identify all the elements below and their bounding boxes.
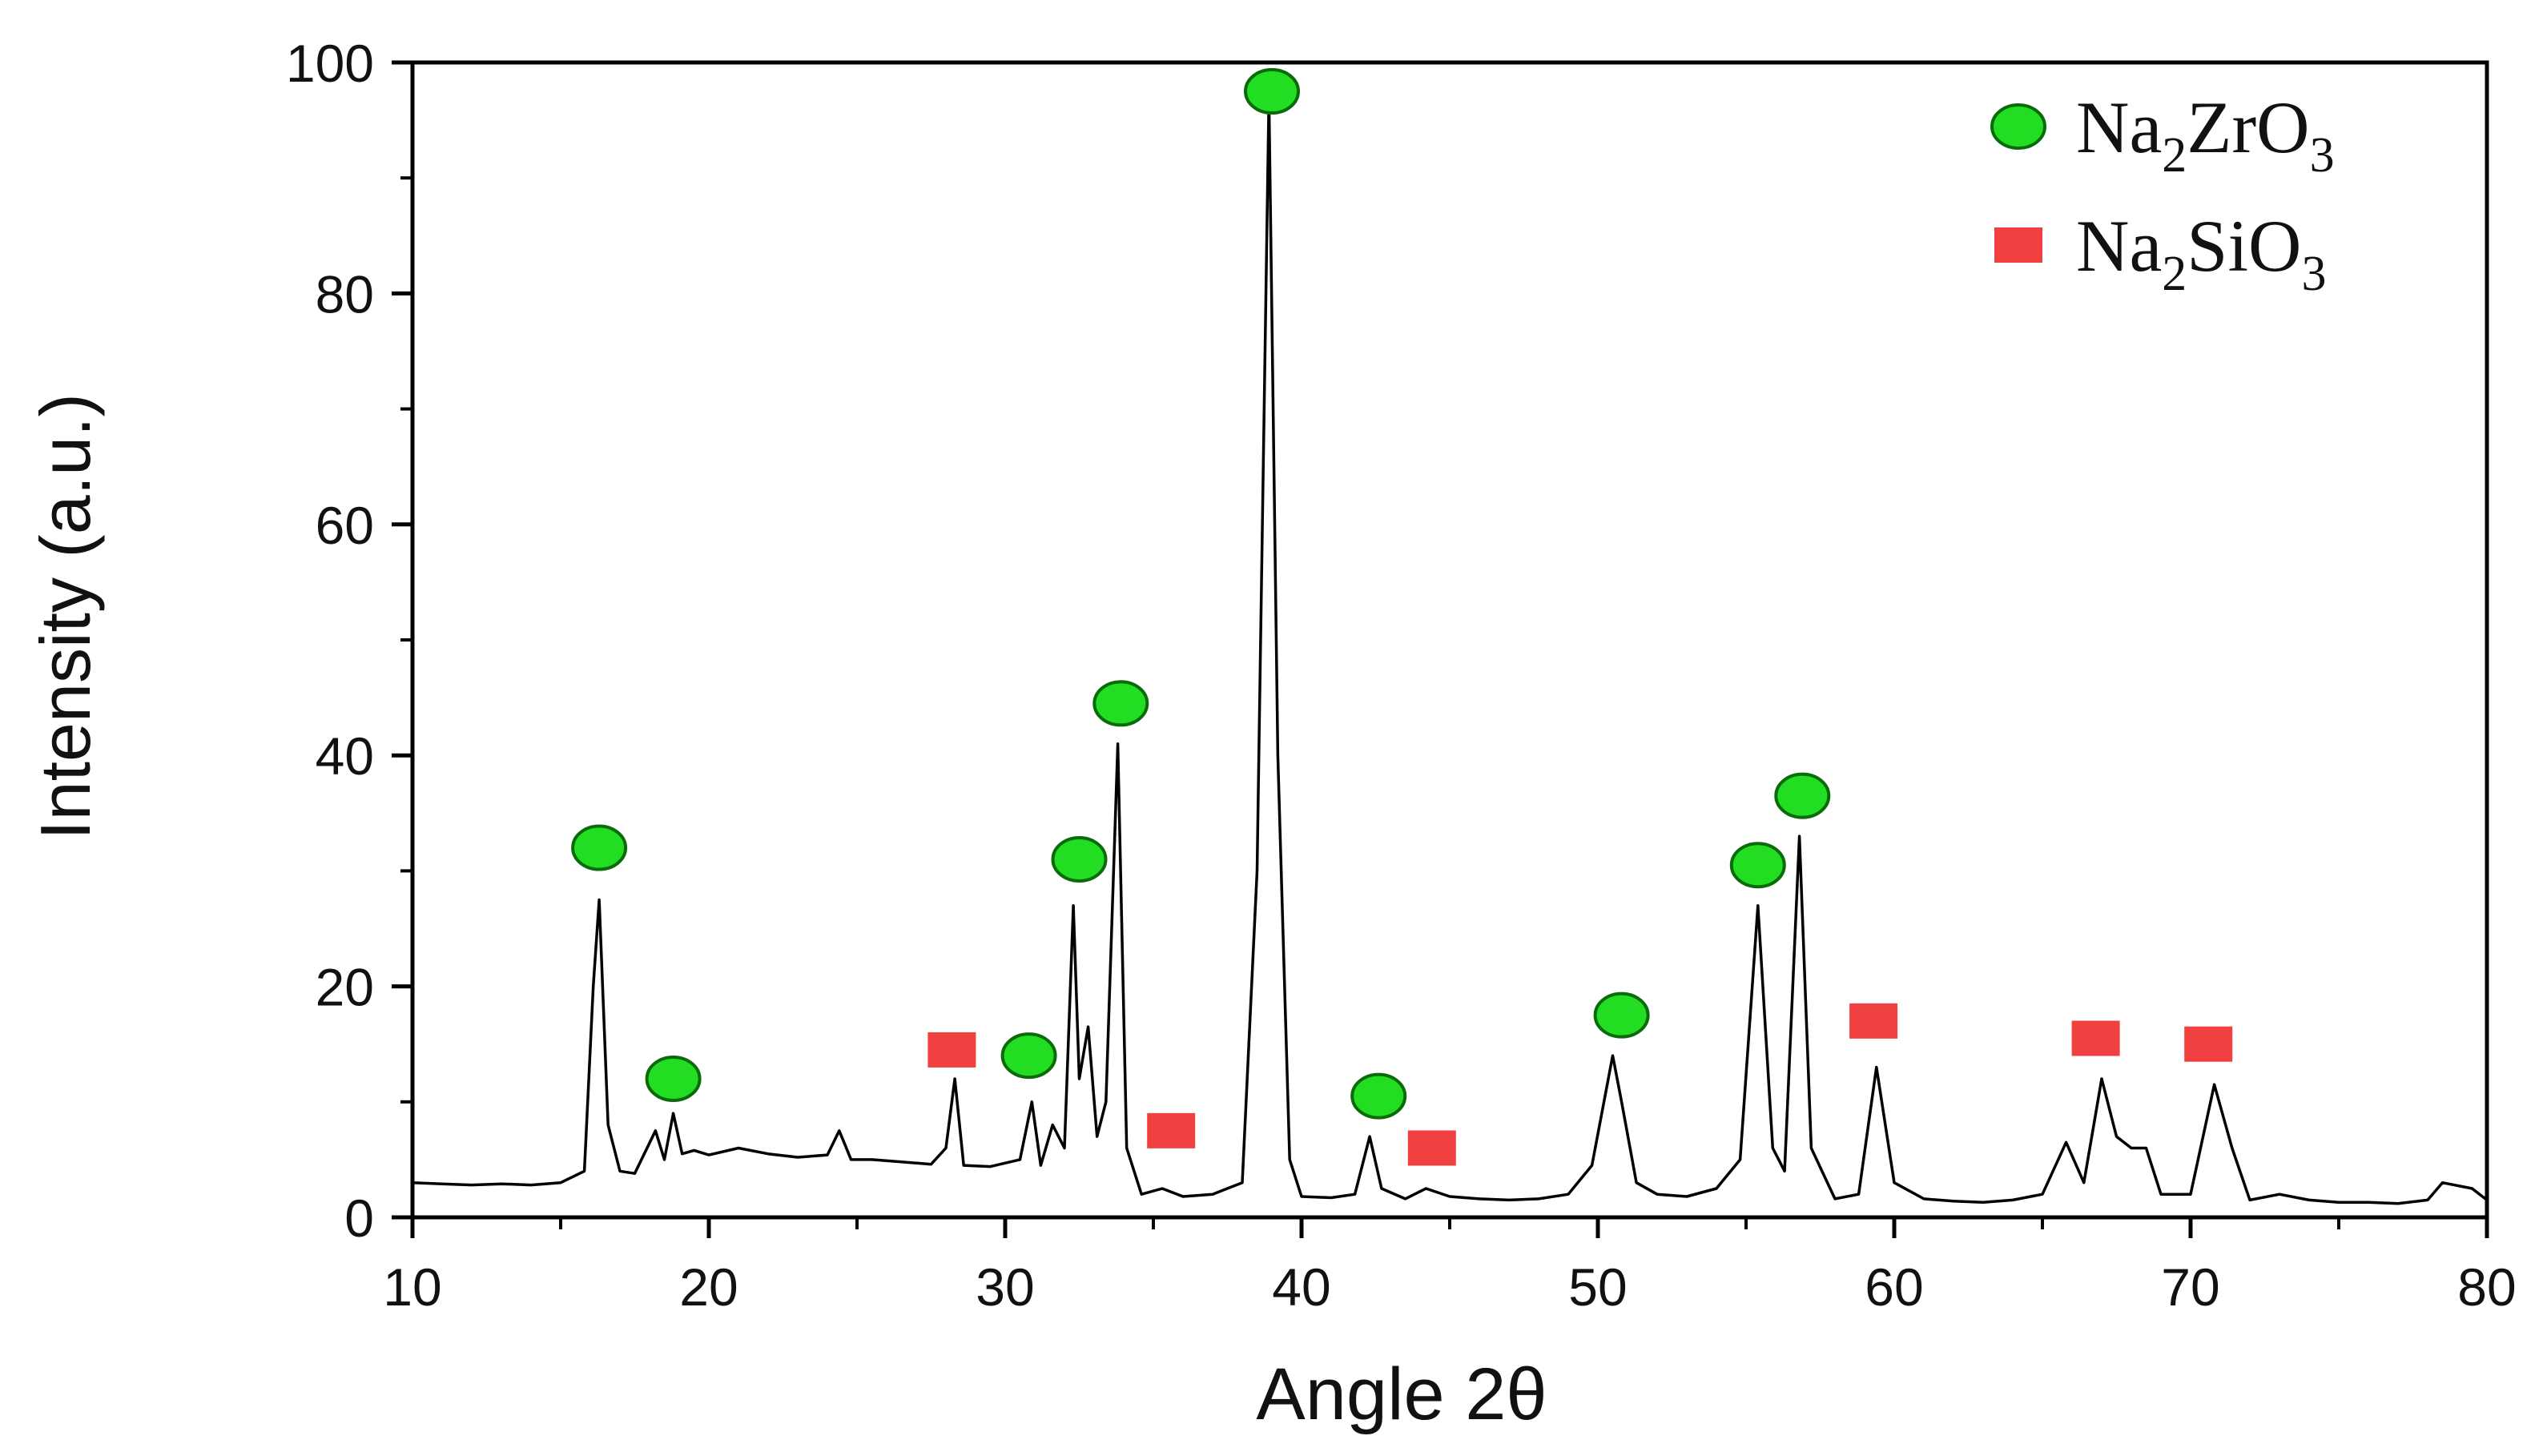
y-tick-label: 80	[316, 264, 374, 324]
x-axis-title: Angle 2θ	[1256, 1353, 1547, 1435]
x-tick-label: 50	[1568, 1257, 1627, 1317]
x-tick-label: 60	[1865, 1257, 1923, 1317]
y-tick-label: 40	[316, 726, 374, 786]
x-tick-label: 20	[679, 1257, 738, 1317]
y-tick-label: 0	[344, 1189, 374, 1248]
legend-label-subscript: 2	[2162, 247, 2187, 301]
na2zro3-peak-marker	[571, 824, 628, 871]
xrd-pattern-line	[412, 95, 2489, 1205]
x-tick-label: 30	[976, 1257, 1034, 1317]
na2sio3-peak-marker	[2184, 1026, 2233, 1062]
x-tick-label: 10	[383, 1257, 441, 1317]
y-axis-title: Intensity (a.u.)	[26, 393, 105, 840]
y-tick-label: 20	[316, 958, 374, 1017]
na2sio3-peak-marker	[1407, 1130, 1456, 1166]
legend-circle-marker	[1990, 103, 2046, 150]
na2zro3-peak-marker	[1051, 835, 1108, 883]
legend-square-marker	[1994, 227, 2042, 263]
na2zro3-peak-marker	[1774, 772, 1831, 819]
na2sio3-peak-marker	[2071, 1020, 2120, 1056]
series-layer	[412, 95, 2489, 1205]
na2sio3-peak-marker	[927, 1032, 976, 1068]
legend-label-text: Na	[2076, 86, 2162, 168]
legend-label-text: ZrO	[2187, 86, 2309, 168]
phase-markers-layer	[571, 68, 2233, 1166]
legend-label-subscript: 3	[2301, 247, 2326, 301]
y-tick-label: 60	[316, 496, 374, 555]
na2zro3-peak-marker	[1729, 842, 1786, 889]
x-tick-label: 40	[1272, 1257, 1330, 1317]
na2zro3-peak-marker	[1350, 1072, 1407, 1120]
legend-label: Na2ZrO3	[2076, 86, 2335, 183]
x-tick-label: 70	[2161, 1257, 2219, 1317]
na2zro3-peak-marker	[645, 1055, 702, 1102]
na2sio3-peak-marker	[1849, 1003, 1898, 1039]
na2zro3-peak-marker	[1000, 1032, 1057, 1080]
legend-label-subscript: 2	[2162, 128, 2187, 183]
y-tick-label: 100	[286, 34, 374, 93]
x-tick-label: 80	[2457, 1257, 2516, 1317]
na2zro3-peak-marker	[1092, 680, 1149, 727]
plot-frame	[410, 60, 2489, 1220]
na2zro3-peak-marker	[1593, 991, 1650, 1039]
legend-label-text: Na	[2076, 205, 2162, 287]
na2zro3-peak-marker	[1244, 68, 1300, 115]
axes-layer: 10 20 30 40 50 60 70 80 0 20 40 60 80 100	[286, 34, 2517, 1317]
legend-label-subscript: 3	[2310, 128, 2335, 183]
na2sio3-peak-marker	[1147, 1112, 1196, 1148]
legend-label-text: SiO	[2187, 205, 2301, 287]
legend-label: Na2SiO3	[2076, 205, 2326, 301]
